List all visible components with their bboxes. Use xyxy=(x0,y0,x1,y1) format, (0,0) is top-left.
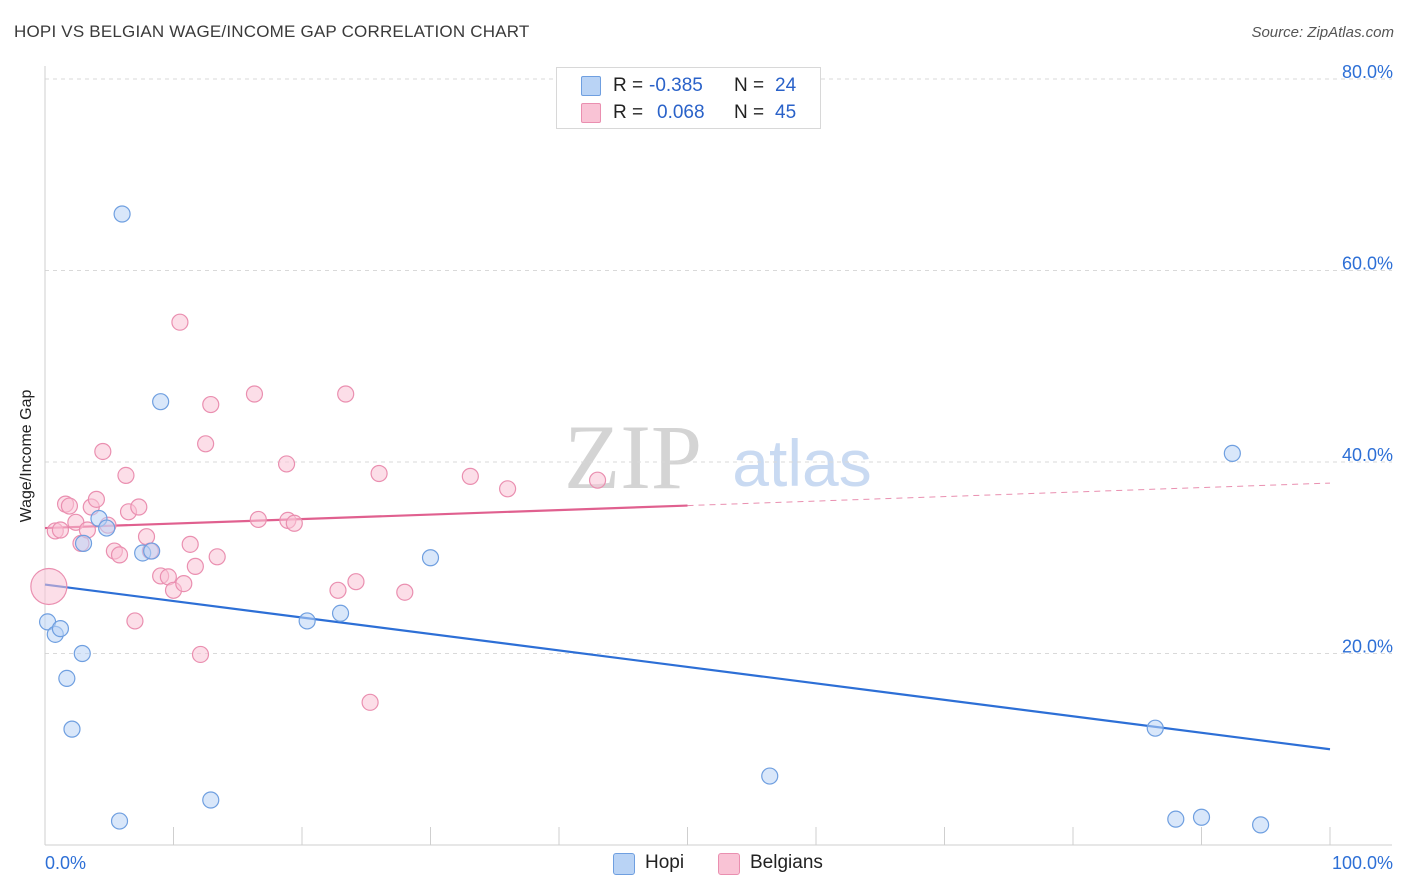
belgians-point xyxy=(87,490,106,508)
belgians-point xyxy=(117,466,135,485)
gridlines xyxy=(45,78,1392,654)
belgians-trend-line xyxy=(44,504,688,530)
belgians-point xyxy=(461,467,479,485)
hopi-point xyxy=(1146,719,1164,737)
legend-belgians-label: Belgians xyxy=(750,852,823,873)
hopi-r-value: -0.385 xyxy=(649,75,703,96)
belgians-point xyxy=(130,498,148,516)
belgians-point xyxy=(191,645,210,664)
belgians-r-value: 0.068 xyxy=(657,102,705,123)
belgians-n-label: N = xyxy=(734,102,765,123)
belgians-point xyxy=(370,464,388,483)
belgians-point xyxy=(208,548,226,566)
y-tick-label: 80.0% xyxy=(1342,62,1393,82)
hopi-trend-line xyxy=(44,583,1331,751)
hopi-point xyxy=(98,519,116,537)
hopi-point xyxy=(1252,816,1270,834)
hopi-point xyxy=(202,791,220,809)
belgians-point xyxy=(245,385,264,403)
belgians-point xyxy=(175,575,193,593)
hopi-point xyxy=(1192,808,1211,826)
hopi-r-label: R = xyxy=(613,75,644,96)
hopi-point xyxy=(1223,444,1241,462)
belgians-point xyxy=(249,510,267,529)
legend-belgians-swatch xyxy=(718,853,740,875)
trend-lines xyxy=(44,482,1331,751)
watermark-atlas: atlas xyxy=(732,426,871,500)
hopi-point xyxy=(63,720,81,738)
hopi-point xyxy=(113,205,131,223)
source-attribution: Source: ZipAtlas.com xyxy=(1251,24,1394,41)
belgians-point xyxy=(277,455,296,473)
belgians-point xyxy=(202,395,220,414)
belgians-r-label: R = xyxy=(613,102,644,123)
chart-title: HOPI VS BELGIAN WAGE/INCOME GAP CORRELAT… xyxy=(14,22,530,41)
belgians-point xyxy=(51,521,70,539)
data-points xyxy=(30,205,1270,834)
y-tick-label: 60.0% xyxy=(1342,254,1393,274)
belgians-point xyxy=(94,442,112,461)
hopi-point xyxy=(421,549,440,567)
y-axis-label: Wage/Income Gap xyxy=(18,389,35,523)
belgians-point xyxy=(126,612,144,630)
hopi-point xyxy=(58,669,76,687)
watermark: ZIP atlas xyxy=(564,406,872,508)
belgians-point xyxy=(285,514,303,532)
belgians-point xyxy=(347,573,365,591)
y-tick-label: 40.0% xyxy=(1342,445,1393,465)
x-tick-label-max: 100.0% xyxy=(1332,853,1393,873)
x-tick-label-min: 0.0% xyxy=(45,853,86,873)
hopi-point xyxy=(298,612,316,630)
hopi-point xyxy=(1167,810,1185,828)
hopi-point xyxy=(152,393,170,411)
legend-hopi-label: Hopi xyxy=(645,852,685,873)
belgians-point xyxy=(329,581,347,599)
belgians-point xyxy=(588,471,607,489)
hopi-point xyxy=(331,604,350,622)
belgians-point xyxy=(30,567,68,606)
belgians-point xyxy=(181,535,199,553)
hopi-point xyxy=(74,534,93,552)
belgians-point xyxy=(396,583,414,601)
belgians-point xyxy=(110,546,129,564)
legend-hopi-swatch xyxy=(613,853,635,875)
belgians-point xyxy=(361,693,379,711)
hopi-n-value: 24 xyxy=(775,75,797,96)
hopi-point xyxy=(73,644,91,663)
hopi-swatch xyxy=(581,76,601,96)
hopi-point xyxy=(51,620,70,638)
belgians-n-value: 45 xyxy=(775,102,797,123)
hopi-point xyxy=(761,767,779,785)
axes xyxy=(44,66,1392,846)
belgians-point xyxy=(137,528,156,546)
belgians-point xyxy=(337,385,355,403)
hopi-n-label: N = xyxy=(734,75,765,96)
belgians-trend-line-extension xyxy=(687,482,1331,507)
hopi-point xyxy=(110,812,129,830)
belgians-point xyxy=(186,557,204,575)
hopi-point xyxy=(143,542,161,560)
belgians-swatch xyxy=(581,103,601,123)
tick-labels: 20.0% 40.0% 60.0% 80.0% 0.0% 100.0% xyxy=(45,62,1393,873)
belgians-point xyxy=(197,435,215,453)
watermark-zip: ZIP xyxy=(564,406,702,508)
chart-legend: Hopi Belgians xyxy=(0,852,1406,878)
correlation-stats-box: R = -0.385 N = 24 R = 0.068 N = 45 xyxy=(556,67,821,129)
y-tick-label: 20.0% xyxy=(1342,637,1393,657)
belgians-point xyxy=(171,313,189,331)
belgians-point xyxy=(60,497,79,515)
belgians-point xyxy=(499,480,517,498)
